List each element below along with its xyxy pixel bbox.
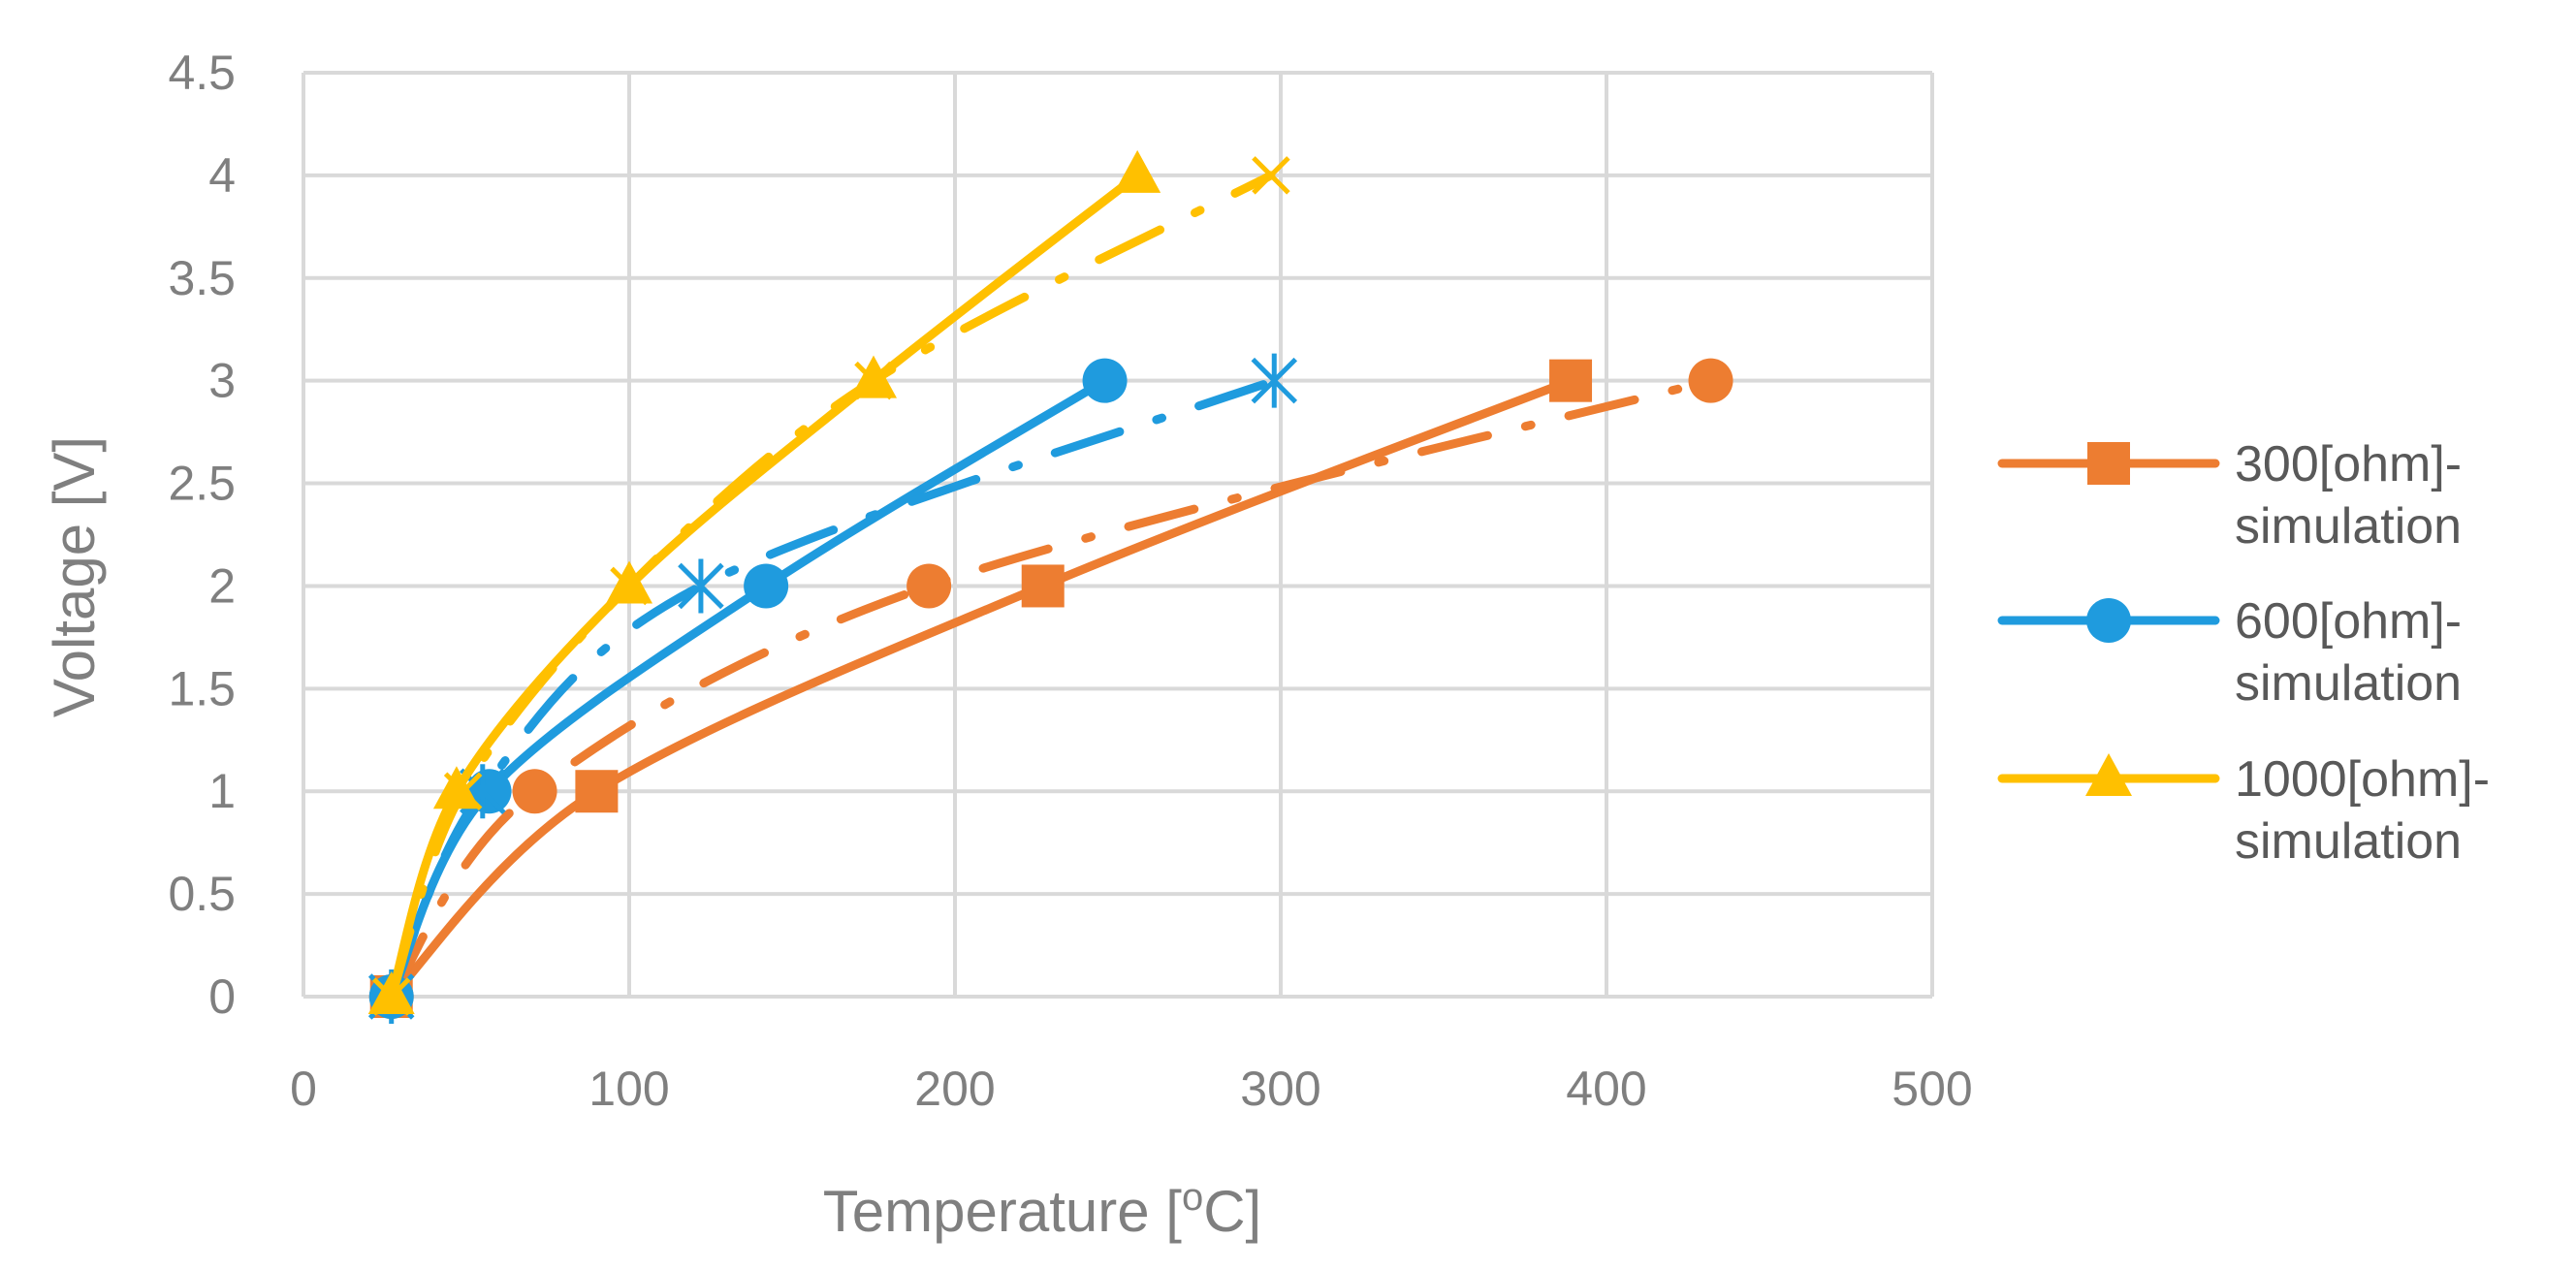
legend-marker <box>2086 598 2131 643</box>
data-point-marker <box>371 977 411 1016</box>
data-point-marker <box>1688 358 1733 403</box>
grid <box>302 71 1934 999</box>
legend-label: simulation <box>2235 655 2462 712</box>
y-tick-label: 4.5 <box>168 46 236 100</box>
y-tick-labels: 0 0.5 1 1.5 2 2.5 3 3.5 4 4.5 <box>168 46 236 1024</box>
y-axis-title: Voltage [V] <box>42 436 107 717</box>
x-tick-label: 300 <box>1240 1062 1320 1116</box>
y-tick-label: 1.5 <box>168 661 236 715</box>
data-point-marker <box>1252 156 1290 195</box>
y-tick-label: 2 <box>208 558 236 613</box>
data-point-marker <box>854 361 893 400</box>
y-tick-label: 2.5 <box>168 457 236 511</box>
series-layer <box>367 149 1733 1024</box>
legend-entry: 600[ohm]-simulation <box>1997 593 2462 712</box>
series-line <box>387 376 1279 1001</box>
series-line <box>387 376 1110 1001</box>
data-point-marker <box>1021 564 1065 608</box>
legend-marker <box>2087 442 2130 485</box>
data-point-marker <box>678 558 724 614</box>
data-point-marker <box>443 772 483 810</box>
y-tick-label: 0 <box>208 969 236 1024</box>
legend: 300[ohm]-simulation600[ohm]-simulation10… <box>1997 436 2490 870</box>
legend-entry: 300[ohm]- simulation <box>1997 436 2462 555</box>
y-tick-label: 0.5 <box>168 867 236 921</box>
data-point-marker <box>610 566 649 606</box>
data-point-marker <box>1549 359 1593 402</box>
x-tick-labels: 0 100 200 300 400 500 <box>290 1062 1973 1116</box>
data-point-marker <box>1082 358 1128 403</box>
legend-label: 600[ohm]- <box>2235 593 2462 650</box>
data-point-marker <box>1251 353 1298 408</box>
legend-marker <box>2085 753 2132 796</box>
legend-label: 300[ohm]- <box>2235 436 2462 492</box>
series-line <box>387 171 1276 1001</box>
legend-label: 1000[ohm]- <box>2235 751 2490 808</box>
x-tick-label: 500 <box>1892 1062 1972 1116</box>
legend-entry: 1000[ohm]-simulation <box>1997 751 2490 870</box>
y-tick-label: 1 <box>208 764 236 818</box>
data-point-marker <box>744 563 789 609</box>
data-point-marker <box>906 563 952 609</box>
data-point-marker <box>512 769 557 814</box>
legend-label: simulation <box>2235 813 2462 870</box>
x-tick-label: 0 <box>290 1062 317 1116</box>
x-tick-label: 100 <box>588 1062 669 1116</box>
series-1000-ohm-measurement <box>371 156 1290 1016</box>
x-tick-label: 200 <box>914 1062 995 1116</box>
series-line <box>387 376 1716 1001</box>
legend-label: simulation <box>2235 498 2462 555</box>
x-axis-title: Temperature [oC] <box>823 1176 1261 1244</box>
series-line <box>387 376 1575 1001</box>
y-tick-label: 3.5 <box>168 251 236 305</box>
y-tick-label: 3 <box>208 354 236 408</box>
data-point-marker <box>1114 149 1161 193</box>
y-tick-label: 4 <box>208 148 236 203</box>
x-tick-label: 400 <box>1566 1062 1646 1116</box>
data-point-marker <box>575 770 619 813</box>
